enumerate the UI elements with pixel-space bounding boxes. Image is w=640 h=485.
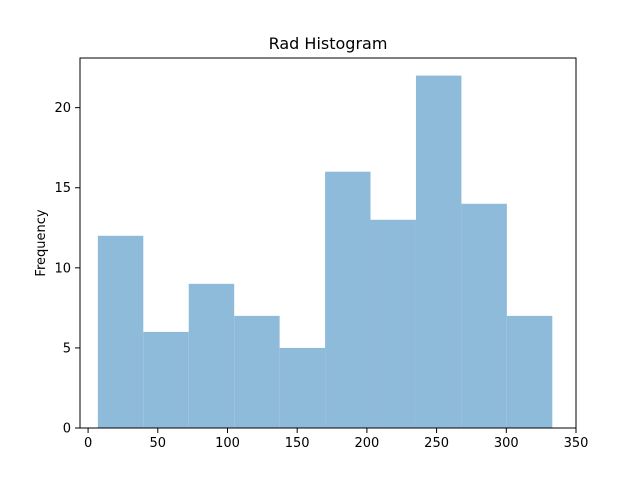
y-tick-label: 20 bbox=[54, 101, 71, 116]
x-tick-label: 0 bbox=[84, 436, 92, 451]
x-tick-label: 200 bbox=[354, 436, 379, 451]
y-axis-ticks: 0 5 10 15 20 bbox=[54, 101, 80, 437]
histogram-bars bbox=[97, 75, 553, 428]
x-tick-label: 100 bbox=[215, 436, 240, 451]
x-tick-label: 250 bbox=[424, 436, 449, 451]
x-axis-ticks: 0 50 100 150 200 250 300 350 bbox=[84, 428, 588, 451]
y-tick-label: 15 bbox=[54, 181, 71, 196]
histogram-bar-2 bbox=[188, 283, 235, 428]
y-tick-label: 0 bbox=[63, 422, 71, 437]
histogram-bar-0 bbox=[97, 235, 144, 428]
histogram-bar-3 bbox=[234, 315, 280, 428]
histogram-bar-1 bbox=[143, 331, 189, 428]
x-tick-label: 150 bbox=[285, 436, 310, 451]
chart-title: Rad Histogram bbox=[269, 34, 388, 53]
histogram-bar-9 bbox=[506, 315, 553, 428]
histogram-bar-7 bbox=[415, 75, 462, 428]
y-tick-label: 5 bbox=[63, 341, 71, 356]
x-tick-label: 350 bbox=[564, 436, 589, 451]
histogram-bar-4 bbox=[279, 347, 326, 428]
histogram-bar-5 bbox=[325, 171, 371, 428]
x-tick-label: 50 bbox=[150, 436, 167, 451]
histogram-bar-8 bbox=[461, 203, 507, 428]
x-tick-label: 300 bbox=[494, 436, 519, 451]
y-axis-label: Frequency bbox=[34, 209, 49, 276]
histogram-bar-6 bbox=[370, 219, 416, 428]
y-tick-label: 10 bbox=[54, 261, 71, 276]
plot-frame bbox=[79, 57, 577, 429]
